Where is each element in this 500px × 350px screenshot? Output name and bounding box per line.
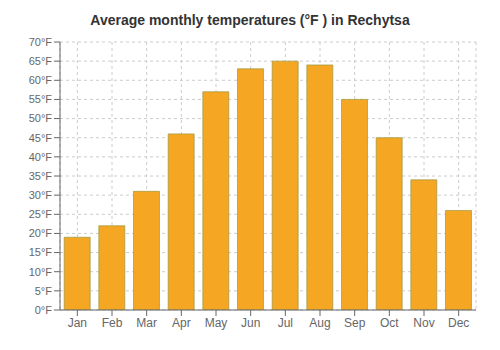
svg-text:10°F: 10°F: [29, 266, 53, 278]
svg-text:Jun: Jun: [241, 316, 260, 330]
svg-text:Aug: Aug: [309, 316, 330, 330]
svg-text:5°F: 5°F: [35, 285, 53, 297]
svg-text:Oct: Oct: [380, 316, 399, 330]
svg-text:15°F: 15°F: [29, 246, 53, 258]
svg-text:40°F: 40°F: [29, 151, 53, 163]
svg-text:30°F: 30°F: [29, 189, 53, 201]
svg-text:60°F: 60°F: [29, 74, 53, 86]
svg-text:25°F: 25°F: [29, 208, 53, 220]
svg-text:Dec: Dec: [448, 316, 469, 330]
svg-text:50°F: 50°F: [29, 112, 53, 124]
svg-text:Nov: Nov: [413, 316, 434, 330]
svg-text:Apr: Apr: [172, 316, 191, 330]
svg-text:Feb: Feb: [102, 316, 123, 330]
svg-text:May: May: [205, 316, 228, 330]
svg-text:Jan: Jan: [68, 316, 87, 330]
svg-text:35°F: 35°F: [29, 170, 53, 182]
svg-text:45°F: 45°F: [29, 132, 53, 144]
svg-text:0°F: 0°F: [35, 304, 53, 316]
svg-text:55°F: 55°F: [29, 93, 53, 105]
svg-text:20°F: 20°F: [29, 227, 53, 239]
svg-text:Jul: Jul: [278, 316, 293, 330]
html-text:Average monthly temperatures (: Average monthly temperatures (°F ) in Re…: [90, 12, 410, 28]
svg-text:Mar: Mar: [136, 316, 157, 330]
svg-text:70°F: 70°F: [29, 36, 53, 48]
svg-text:Sep: Sep: [344, 316, 366, 330]
svg-text:65°F: 65°F: [29, 55, 53, 67]
